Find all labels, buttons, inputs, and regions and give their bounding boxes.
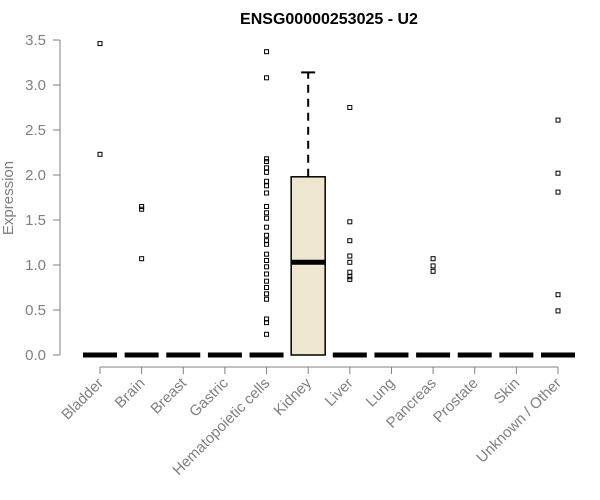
y-tick-label: 0.5 — [25, 302, 46, 319]
box-group — [332, 105, 367, 358]
x-tick-label: Skin — [491, 375, 524, 408]
chart-title: ENSG00000253025 - U2 — [240, 11, 418, 28]
outlier-point — [430, 263, 436, 269]
y-tick-label: 1.5 — [25, 212, 46, 229]
plot-area — [83, 41, 575, 358]
outlier-point — [264, 251, 270, 257]
outlier-point — [139, 206, 145, 212]
y-tick-label: 3.0 — [25, 77, 46, 94]
outlier-point — [97, 41, 103, 47]
outlier-point — [430, 256, 436, 262]
outlier-point — [264, 224, 270, 230]
outlier-point — [264, 285, 270, 290]
outlier-point — [264, 215, 270, 221]
outlier-point — [264, 75, 270, 81]
box-group — [290, 71, 326, 356]
outlier-point — [347, 253, 353, 259]
outlier-point — [555, 308, 561, 314]
outlier-point — [264, 49, 270, 55]
outlier-point — [264, 210, 270, 216]
outlier-point — [347, 105, 353, 110]
outlier-point — [264, 278, 270, 284]
outlier-point — [264, 169, 270, 175]
outlier-point — [264, 178, 270, 184]
outlier-point — [430, 268, 436, 274]
box-group — [541, 117, 575, 358]
outlier-point — [347, 269, 353, 275]
outlier-point — [264, 291, 270, 297]
y-tick-label: 1.0 — [25, 257, 46, 274]
outlier-point — [555, 117, 561, 123]
box-group — [416, 256, 451, 358]
outlier-point — [555, 292, 561, 298]
outlier-point — [97, 151, 103, 157]
box-group — [83, 41, 117, 358]
outlier-point — [264, 296, 270, 302]
y-axis: 0.0 0.5 1.0 1.5 2.0 2.5 3.0 3.5 — [25, 32, 61, 364]
box — [290, 176, 326, 356]
outlier-point — [264, 241, 270, 247]
outlier-point — [264, 190, 270, 196]
outlier-point — [264, 165, 270, 171]
y-axis-label: Expression — [0, 161, 17, 235]
outlier-point — [264, 183, 270, 189]
outlier-point — [139, 256, 145, 262]
outlier-point — [347, 238, 353, 244]
x-tick-label: Prostate — [430, 375, 482, 427]
x-tick-label: Breast — [147, 374, 190, 417]
x-tick-label: Liver — [322, 375, 357, 410]
outlier-point — [555, 170, 561, 176]
outlier-point — [264, 331, 270, 337]
outlier-point — [264, 271, 270, 277]
y-tick-label: 3.5 — [25, 32, 46, 49]
box-group — [249, 49, 284, 358]
outlier-point — [264, 156, 270, 162]
outlier-point — [264, 264, 270, 270]
x-tick-label: Bladder — [58, 375, 107, 424]
outlier-point — [139, 204, 145, 209]
y-tick-label: 2.0 — [25, 167, 46, 184]
outlier-point — [264, 258, 270, 263]
y-tick-label: 0.0 — [25, 347, 46, 364]
outlier-point — [347, 274, 353, 280]
outlier-point — [555, 189, 561, 195]
x-tick-label: Lung — [363, 375, 399, 411]
y-tick-label: 2.5 — [25, 122, 46, 139]
x-tick-label: Kidney — [271, 374, 316, 419]
outlier-point — [347, 259, 353, 265]
box-group — [124, 204, 159, 358]
outlier-point — [347, 219, 353, 225]
outlier-point — [347, 276, 353, 282]
outlier-point — [264, 159, 270, 164]
x-tick-label: Brain — [112, 375, 149, 412]
outlier-point — [264, 320, 270, 326]
outlier-point — [264, 232, 270, 238]
outlier-point — [264, 204, 270, 209]
